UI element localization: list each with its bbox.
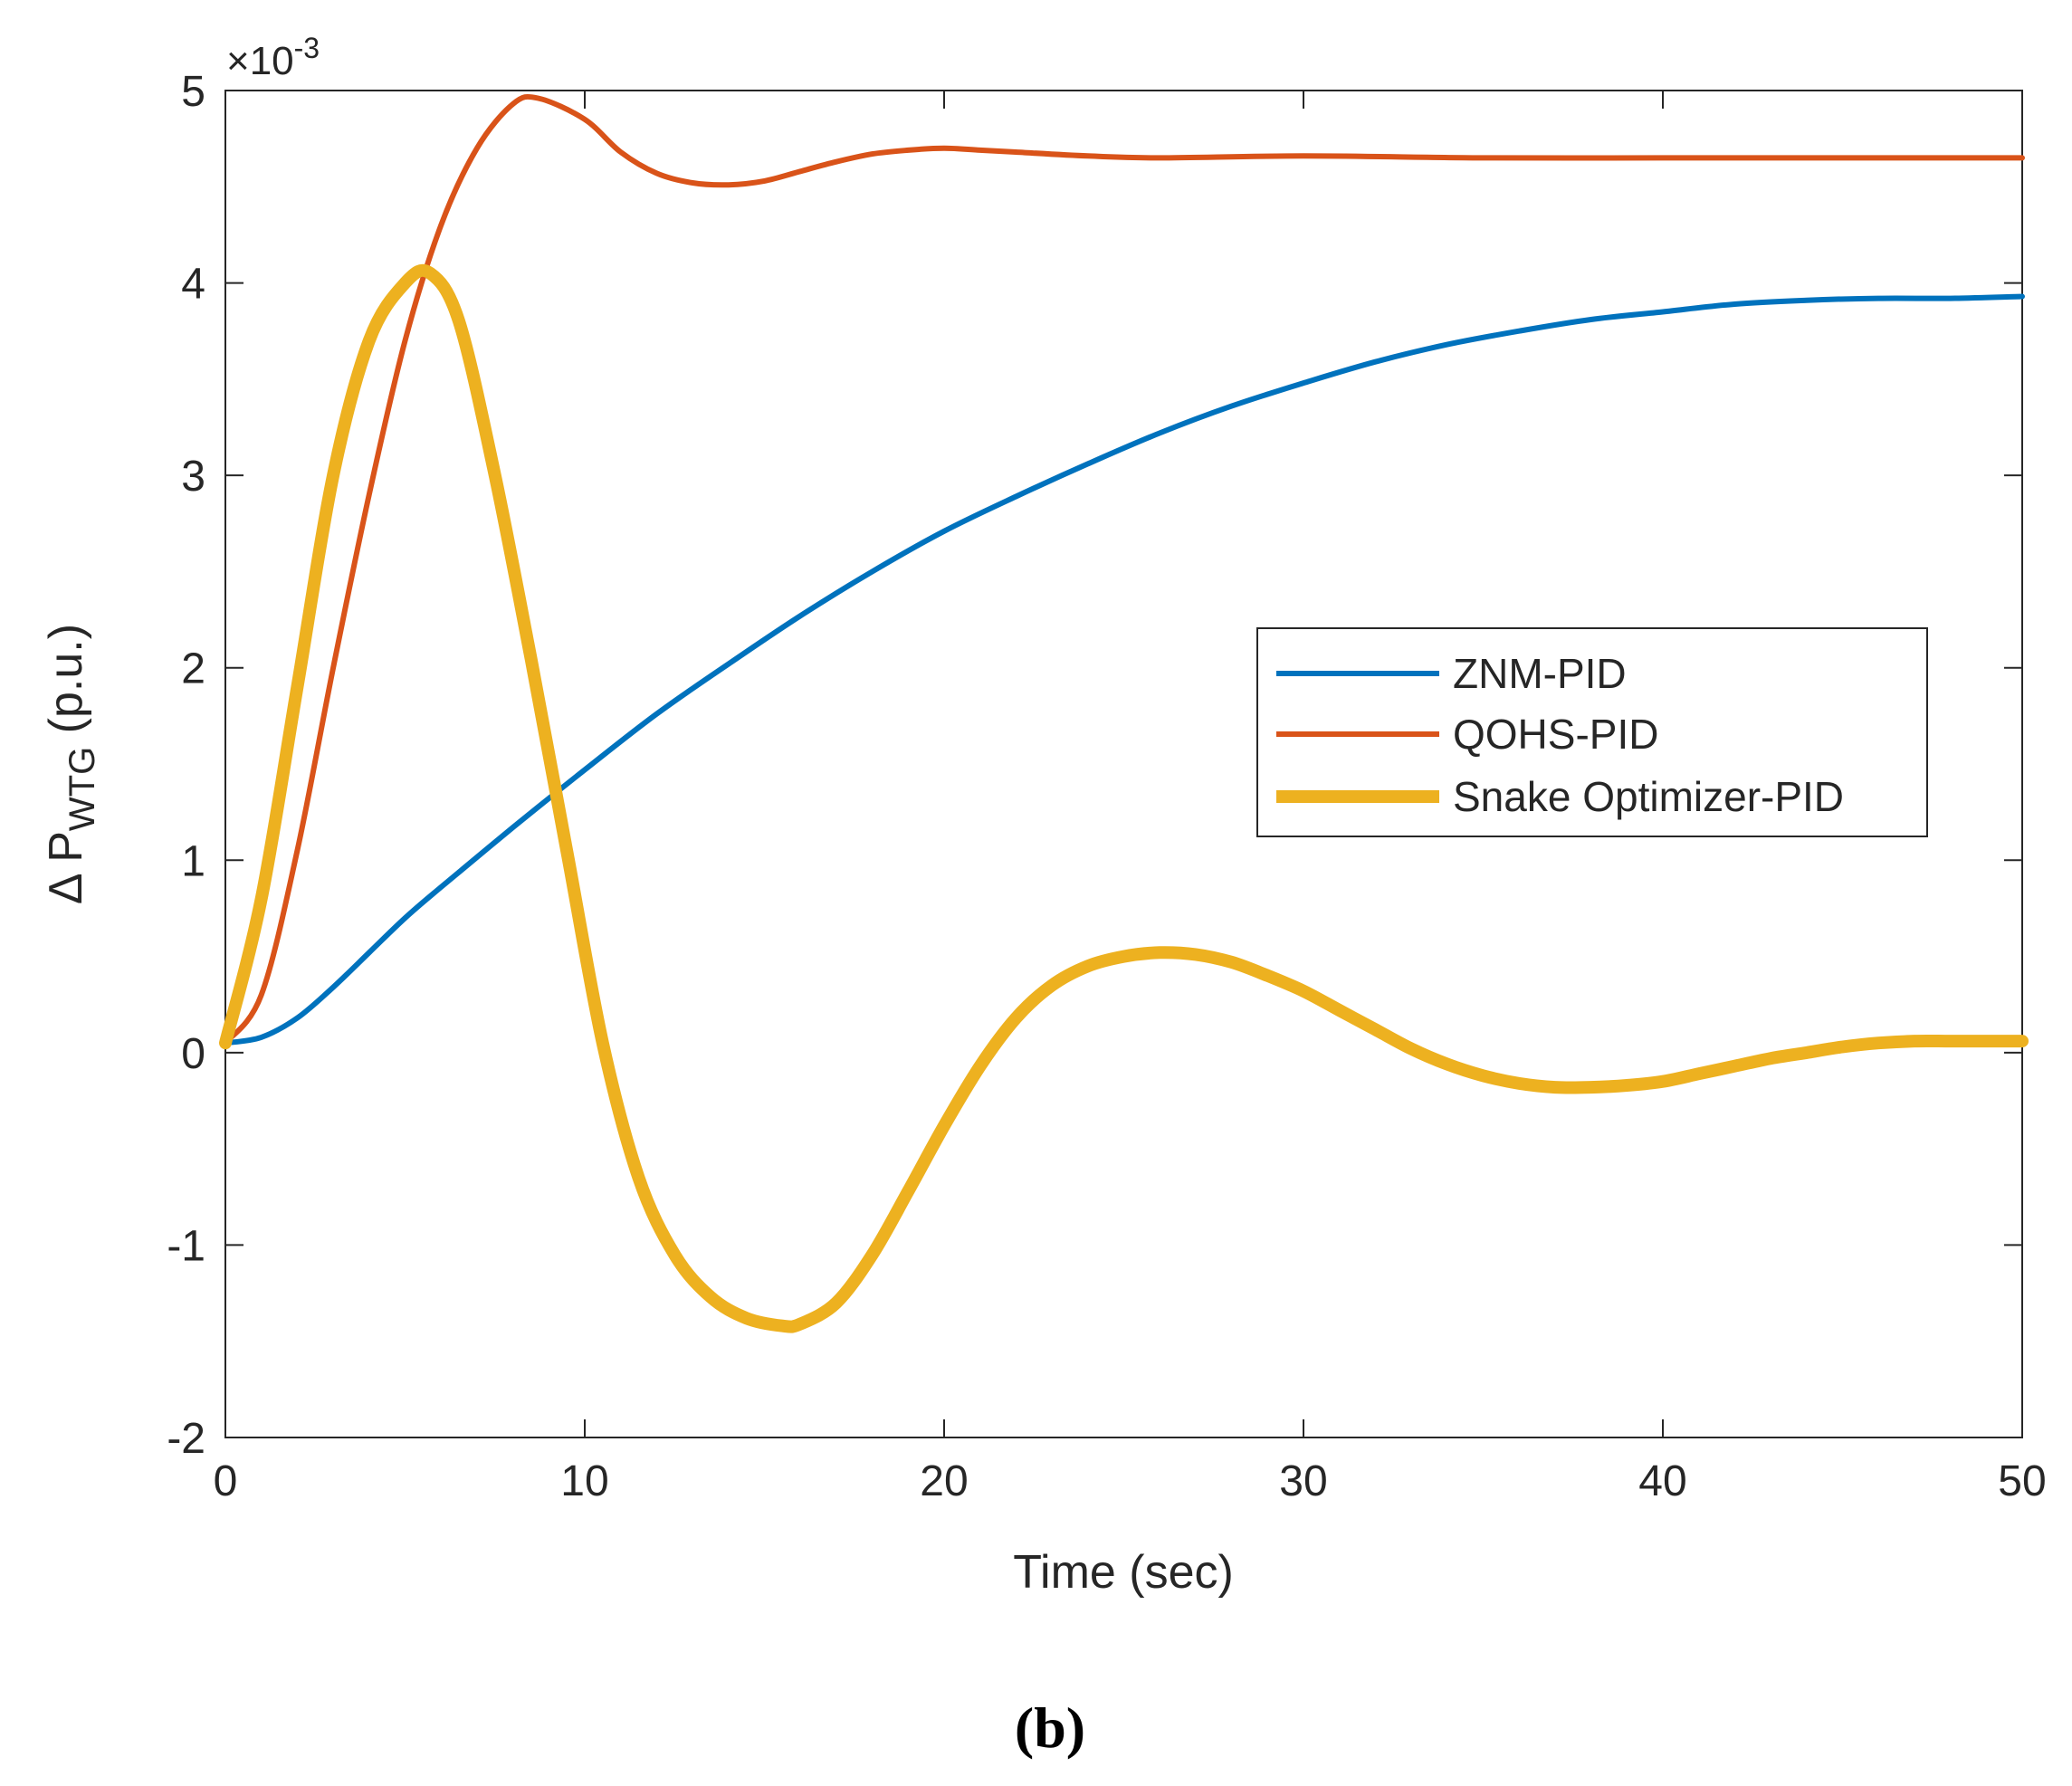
y-exponent-base: ×10 [226, 39, 294, 83]
y-tick-label: 0 [181, 1030, 205, 1078]
y-tick-label: 4 [181, 261, 205, 309]
panel-label: (b) [1015, 1695, 1085, 1760]
y-tick-label: 1 [181, 837, 205, 885]
x-tick-label: 50 [1998, 1457, 2046, 1505]
y-tick-label: 5 [181, 68, 205, 116]
series-line-znm-pid [223, 293, 2025, 1046]
y-tick-label: 2 [181, 645, 205, 693]
axis-ticks: 0 10 20 30 40 50 -2 -1 0 1 2 3 4 5 [167, 68, 2046, 1505]
y-axis-label-suffix: (p.u.) [40, 624, 92, 747]
x-tick-label: 0 [214, 1457, 238, 1505]
y-tick-label: 3 [181, 453, 205, 501]
series-line-qohs-pid [223, 93, 2025, 1046]
x-axis-label: Time (sec) [1013, 1546, 1234, 1599]
y-tick-label: -2 [167, 1415, 205, 1463]
y-tick-label: -1 [167, 1222, 205, 1270]
legend-label-snake-optimizer-pid: Snake Optimizer-PID [1453, 773, 1844, 820]
y-axis-label-prefix: Δ P [40, 831, 92, 904]
y-axis-label: Δ PWTG (p.u.) [40, 624, 102, 904]
legend: ZNM-PID QOHS-PID Snake Optimizer-PID [1256, 627, 1928, 837]
y-exponent-power: -3 [294, 32, 320, 64]
x-tick-label: 10 [560, 1457, 608, 1505]
series-lines [219, 93, 2029, 1333]
x-tick-label: 40 [1638, 1457, 1686, 1505]
legend-label-qohs-pid: QOHS-PID [1453, 711, 1658, 758]
y-axis-label-subscript: WTG [62, 747, 102, 831]
x-tick-label: 20 [920, 1457, 968, 1505]
series-line-snake-optimizer-pid [219, 263, 2029, 1333]
y-exponent-label: ×10-3 [226, 32, 320, 83]
x-tick-label: 30 [1279, 1457, 1327, 1505]
legend-label-znm-pid: ZNM-PID [1453, 650, 1627, 697]
